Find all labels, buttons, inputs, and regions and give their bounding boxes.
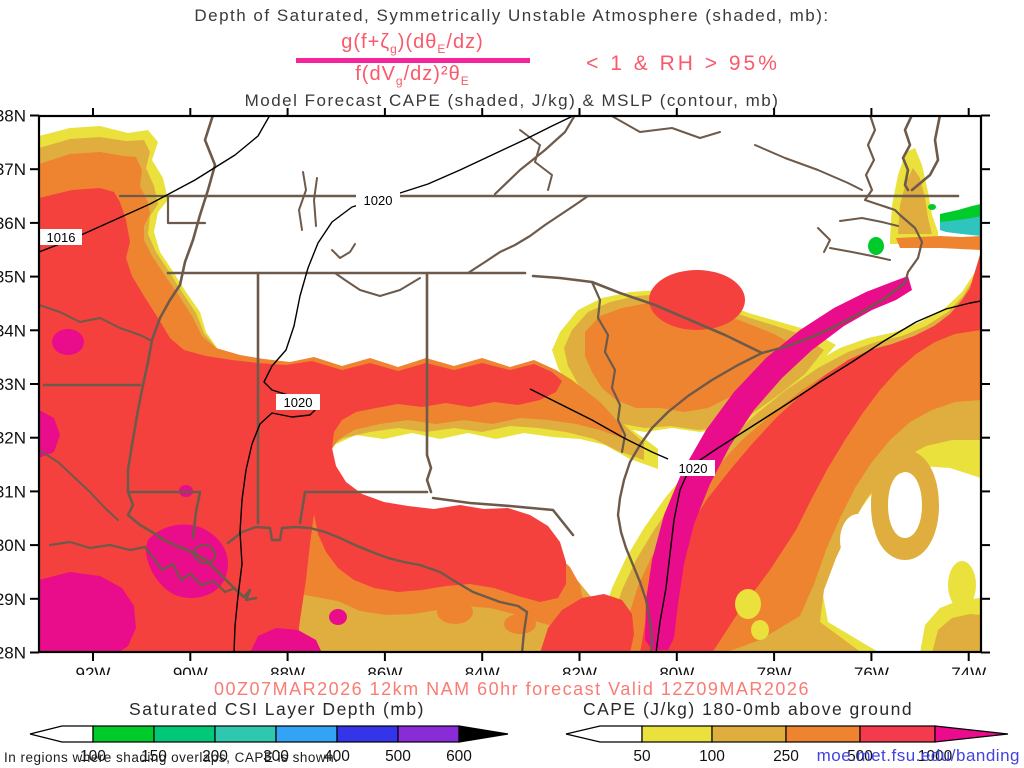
svg-text:200: 200 (202, 748, 228, 765)
website-link[interactable]: moe.met.fsu.edu/banding (816, 746, 1020, 765)
svg-text:88W: 88W (270, 664, 305, 675)
svg-text:30N: 30N (0, 536, 26, 555)
svg-text:600: 600 (446, 748, 472, 765)
contour-label-1020-b: 1020 (284, 395, 313, 410)
svg-text:37N: 37N (0, 160, 26, 179)
svg-text:250: 250 (773, 748, 799, 765)
svg-text:100: 100 (699, 748, 725, 765)
cape-colorbar-title: CAPE (J/kg) 180-0mb above ground (583, 699, 913, 719)
contour-label-1016: 1016 (47, 230, 76, 245)
svg-text:92W: 92W (76, 664, 111, 675)
svg-text:36N: 36N (0, 214, 26, 233)
shaded-cape-csi-fields (39, 126, 981, 652)
svg-text:1000: 1000 (918, 748, 953, 765)
svg-text:34N: 34N (0, 321, 26, 340)
svg-text:150: 150 (141, 748, 167, 765)
colorbar-legends: Saturated CSI Layer Depth (mb) CAPE (J/k… (29, 699, 1009, 765)
page-title: Depth of Saturated, Symmetrically Unstab… (194, 6, 830, 25)
csi-formula: g(f+ζg)(dθE/dz) f(dVg/dz)²θE < 1 & RH > … (0, 30, 1024, 92)
overlap-note: In regions where shading overlaps, CAPE … (4, 750, 339, 765)
contour-label-1020-a: 1020 (364, 193, 393, 208)
svg-text:500: 500 (385, 748, 411, 765)
svg-text:29N: 29N (0, 590, 26, 609)
formula-condition: < 1 & RH > 95% (586, 52, 780, 75)
svg-text:100: 100 (80, 748, 106, 765)
svg-text:76W: 76W (854, 664, 889, 675)
colorbars: 100 150 200 300 400 500 600 50 100 250 500 1000 (29, 725, 1009, 765)
svg-text:84W: 84W (465, 664, 500, 675)
forecast-map: 1016 1020 1020 1020 38N 37N 36N 35N 34N 33N 32… (0, 107, 990, 675)
svg-text:31N: 31N (0, 482, 26, 501)
svg-text:38N: 38N (0, 107, 26, 126)
svg-text:32N: 32N (0, 429, 26, 448)
svg-text:33N: 33N (0, 375, 26, 394)
csi-colorbar-title: Saturated CSI Layer Depth (mb) (129, 699, 425, 719)
svg-text:500: 500 (847, 748, 873, 765)
contour-labels: 1016 1020 1020 1020 (40, 192, 715, 476)
svg-text:86W: 86W (367, 664, 402, 675)
contour-label-1020-c: 1020 (679, 461, 708, 476)
svg-text:90W: 90W (173, 664, 208, 675)
svg-text:28N: 28N (0, 644, 26, 663)
svg-text:50: 50 (633, 748, 651, 765)
fraction-bar (296, 58, 530, 63)
forecast-timestamp: 00Z07MAR2026 12km NAM 60hr forecast Vali… (214, 679, 810, 699)
map-axes: 38N 37N 36N 35N 34N 33N 32N 31N 30N 29N 28N 92W 90W 8… (0, 107, 990, 675)
map-subtitle: Model Forecast CAPE (shaded, J/kg) & MSL… (244, 91, 780, 110)
svg-text:82W: 82W (562, 664, 597, 675)
formula-denominator: f(dVg/dz)²θE (355, 63, 470, 88)
svg-text:300: 300 (263, 748, 289, 765)
svg-text:400: 400 (324, 748, 350, 765)
svg-text:74W: 74W (951, 664, 986, 675)
svg-text:80W: 80W (659, 664, 694, 675)
svg-text:78W: 78W (757, 664, 792, 675)
state-borders-and-coastline (39, 116, 960, 652)
svg-text:35N: 35N (0, 268, 26, 287)
formula-numerator: g(f+ζg)(dθE/dz) (341, 31, 484, 56)
